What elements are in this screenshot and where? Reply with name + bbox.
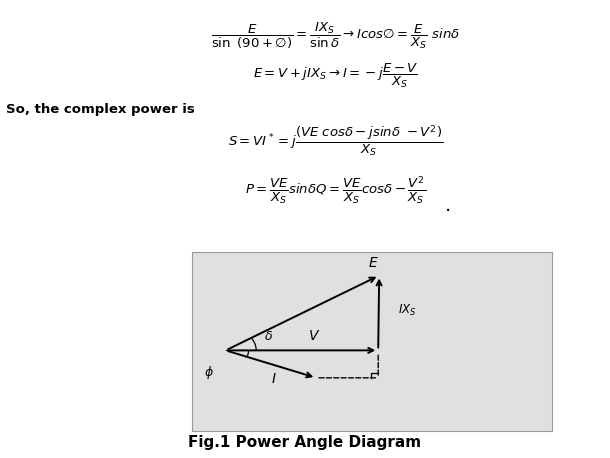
Text: $P = \dfrac{VE}{X_S}sin\delta Q = \dfrac{VE}{X_S}cos\delta - \dfrac{V^2}{X_S}$: $P = \dfrac{VE}{X_S}sin\delta Q = \dfrac…	[245, 174, 426, 206]
Text: Fig.1 Power Angle Diagram: Fig.1 Power Angle Diagram	[188, 435, 422, 450]
Text: $\dfrac{E}{\sin\ (90+\varnothing)} = \dfrac{IX_S}{\sin\delta}\rightarrow Icos\va: $\dfrac{E}{\sin\ (90+\varnothing)} = \df…	[211, 21, 460, 51]
Text: So, the complex power is: So, the complex power is	[6, 103, 195, 116]
Text: $\delta$: $\delta$	[264, 330, 273, 343]
Text: $S = VI^* = j\dfrac{(VE\ cos\delta - jsin\delta\ -V^2)}{X_S}$: $S = VI^* = j\dfrac{(VE\ cos\delta - jsi…	[228, 124, 443, 158]
Text: $V$: $V$	[308, 329, 320, 343]
Text: $\phi$: $\phi$	[204, 364, 213, 381]
Text: $I$: $I$	[271, 372, 277, 387]
Text: $E$: $E$	[368, 256, 378, 270]
Text: $E = V + jIX_S\rightarrow I = -j\dfrac{E-V}{X_S}$: $E = V + jIX_S\rightarrow I = -j\dfrac{E…	[253, 62, 418, 90]
Text: .: .	[445, 196, 451, 214]
Bar	[192, 252, 552, 431]
Text: $IX_S$: $IX_S$	[398, 303, 417, 318]
